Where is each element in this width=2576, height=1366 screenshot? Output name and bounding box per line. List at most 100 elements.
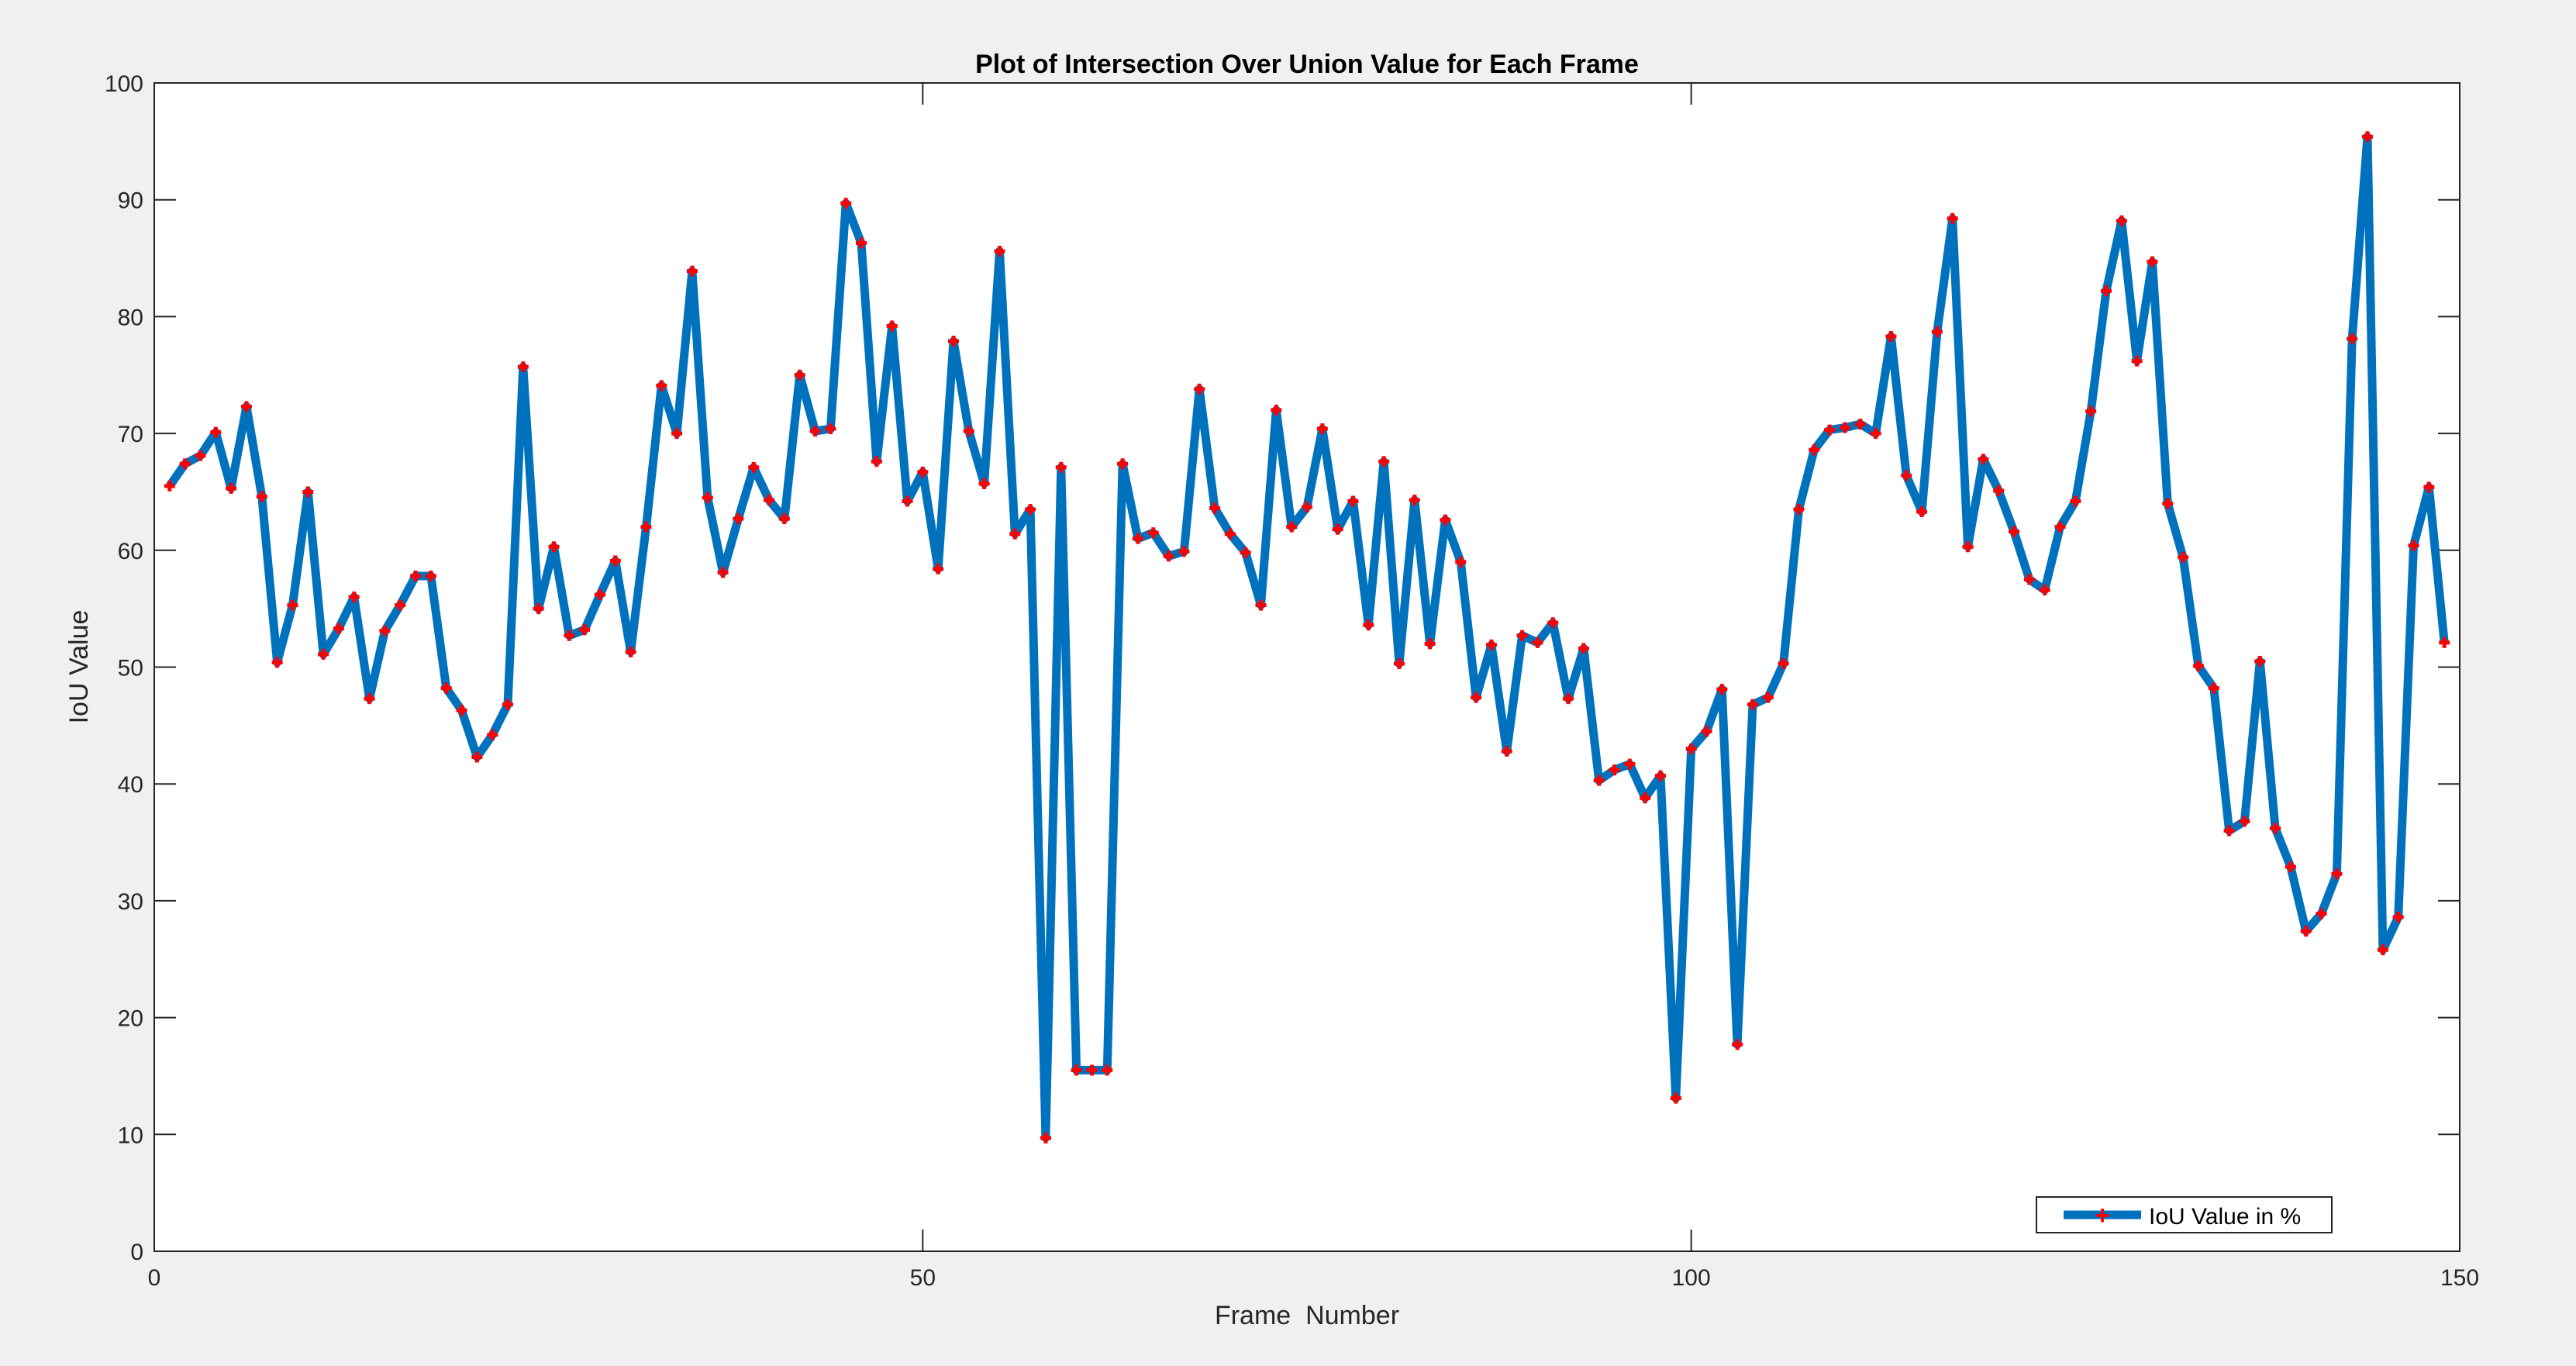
data-point-marker xyxy=(778,513,790,525)
y-tick-label: 50 xyxy=(118,656,143,681)
data-point-marker xyxy=(764,494,775,505)
data-point-marker xyxy=(2439,636,2450,648)
data-point-marker xyxy=(1224,528,1236,540)
x-tick-label: 50 xyxy=(910,1265,936,1291)
data-point-marker xyxy=(871,456,882,467)
data-point-marker xyxy=(548,541,560,553)
data-point-marker xyxy=(702,492,713,503)
data-point-marker xyxy=(379,625,391,636)
data-point-marker xyxy=(1593,774,1605,786)
data-point-marker xyxy=(2100,285,2112,297)
axes-box xyxy=(153,82,2460,1252)
data-point-marker xyxy=(471,751,483,763)
data-point-marker xyxy=(1762,692,1774,703)
data-point-marker xyxy=(2147,256,2158,267)
data-point-marker xyxy=(1440,514,1451,526)
data-point-marker xyxy=(1793,504,1805,516)
data-point-marker xyxy=(440,682,452,694)
data-point-marker xyxy=(1240,547,1251,558)
data-point-marker xyxy=(1978,454,1989,465)
data-point-marker xyxy=(794,369,805,381)
data-point-marker xyxy=(395,599,406,611)
data-point-marker xyxy=(2208,682,2219,694)
data-point-marker xyxy=(2362,131,2374,143)
y-tick-label: 10 xyxy=(118,1123,143,1148)
series-layer xyxy=(164,131,2450,1144)
x-axis-ticks: 0 50 100 150 xyxy=(148,83,2479,1291)
data-point-marker xyxy=(287,599,298,611)
data-point-marker xyxy=(1455,556,1467,567)
data-point-marker xyxy=(978,478,990,489)
data-point-marker xyxy=(487,729,498,740)
data-point-marker xyxy=(425,570,436,581)
data-point-marker xyxy=(1685,743,1697,754)
data-point-marker xyxy=(2254,655,2266,667)
data-point-marker xyxy=(1993,485,2005,496)
data-point-marker xyxy=(1885,331,1897,343)
data-point-marker xyxy=(1516,630,1528,641)
data-point-marker xyxy=(1931,326,1943,337)
data-point-marker xyxy=(1547,617,1559,629)
data-point-marker xyxy=(1178,546,1190,557)
data-point-marker xyxy=(2131,355,2143,367)
y-axis-label: IoU Value xyxy=(64,610,94,724)
data-point-marker xyxy=(1086,1064,1098,1076)
data-point-marker xyxy=(1870,428,1881,440)
data-point-marker xyxy=(456,705,467,716)
data-point-marker xyxy=(1640,792,1651,804)
data-point-marker xyxy=(1824,424,1836,436)
y-tick-label: 60 xyxy=(118,539,143,564)
y-tick-label: 30 xyxy=(118,889,143,915)
data-point-marker xyxy=(2116,215,2127,226)
data-point-marker xyxy=(1501,746,1512,757)
y-tick-label: 40 xyxy=(118,772,143,798)
data-point-marker xyxy=(179,458,191,470)
data-point-marker xyxy=(1947,212,1958,224)
data-point-marker xyxy=(2408,540,2419,551)
data-point-marker xyxy=(2223,825,2235,837)
data-point-marker xyxy=(2331,868,2343,880)
data-point-marker xyxy=(517,361,529,373)
data-point-marker xyxy=(1316,423,1328,435)
data-point-marker xyxy=(2178,551,2189,563)
data-point-marker xyxy=(1424,638,1436,650)
data-point-marker xyxy=(1732,1039,1743,1050)
data-point-marker xyxy=(2023,574,2035,585)
data-point-marker xyxy=(1747,699,1758,710)
data-point-marker xyxy=(333,623,344,634)
data-point-marker xyxy=(717,567,729,578)
data-point-marker xyxy=(1271,404,1282,416)
data-point-marker xyxy=(1916,506,1928,518)
data-point-marker xyxy=(1578,643,1589,654)
data-point-marker xyxy=(1701,726,1712,737)
data-point-marker xyxy=(533,603,544,615)
data-point-marker xyxy=(2347,333,2358,345)
data-point-marker xyxy=(1347,495,1359,507)
data-point-marker xyxy=(364,693,375,705)
data-point-marker xyxy=(1624,758,1636,770)
x-tick-label: 100 xyxy=(1672,1265,1711,1291)
data-point-marker xyxy=(686,265,698,277)
data-point-marker xyxy=(1302,502,1312,513)
data-point-marker xyxy=(856,237,867,249)
data-point-marker xyxy=(2085,405,2097,417)
data-point-marker xyxy=(579,624,591,636)
data-point-marker xyxy=(825,423,836,435)
legend-label: IoU Value in % xyxy=(2149,1204,2301,1230)
data-point-marker xyxy=(748,461,760,473)
data-point-marker xyxy=(2316,908,2327,919)
data-point-marker xyxy=(2423,481,2435,493)
data-point-marker xyxy=(1132,533,1143,544)
data-point-marker xyxy=(226,482,237,494)
data-point-marker xyxy=(1485,639,1497,650)
x-tick-label: 0 xyxy=(148,1265,161,1291)
data-point-marker xyxy=(195,450,206,461)
data-point-marker xyxy=(1055,461,1067,473)
data-point-marker xyxy=(625,646,636,657)
data-point-marker xyxy=(902,495,913,507)
data-point-marker xyxy=(2239,816,2250,827)
data-point-marker xyxy=(1286,521,1298,533)
data-point-marker xyxy=(2039,585,2050,596)
